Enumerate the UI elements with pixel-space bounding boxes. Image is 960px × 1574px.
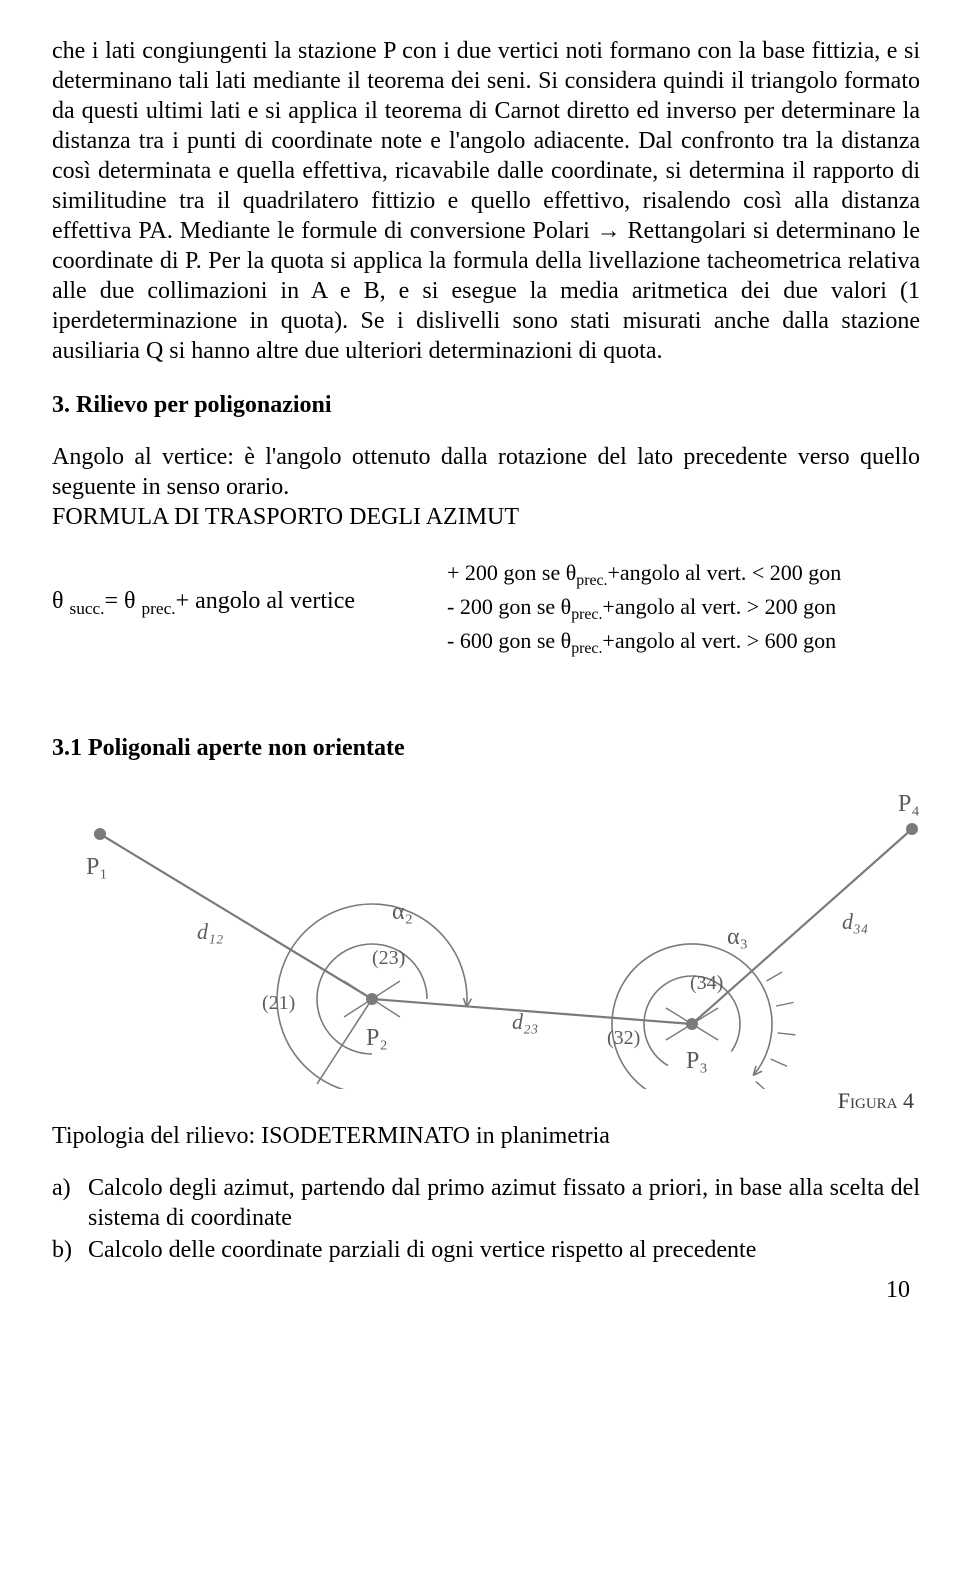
svg-text:P₃: P₃ <box>686 1048 708 1074</box>
page-number: 10 <box>52 1275 920 1305</box>
svg-text:P₁: P₁ <box>86 854 108 880</box>
azimuth-formula-block: θ succ.= θ prec.+ angolo al vertice + 20… <box>52 558 920 659</box>
angle-definition: Angolo al vertice: è l'angolo ottenuto d… <box>52 444 920 500</box>
svg-text:d₃₄: d₃₄ <box>842 909 868 934</box>
svg-text:α₂: α₂ <box>392 899 413 925</box>
formula-heading: FORMULA DI TRASPORTO DEGLI AZIMUT <box>52 504 519 530</box>
list-item-a: a) Calcolo degli azimut, partendo dal pr… <box>52 1173 920 1233</box>
case2-sub: prec. <box>571 606 602 623</box>
paragraph-1: che i lati congiungenti la stazione P co… <box>52 36 920 366</box>
svg-text:α₃: α₃ <box>727 924 748 950</box>
formula-right-side: + 200 gon se θprec.+angolo al vert. < 20… <box>447 558 920 659</box>
procedure-list: a) Calcolo degli azimut, partendo dal pr… <box>52 1173 920 1265</box>
equals-theta-prec: = θ <box>105 588 142 614</box>
svg-text:(34): (34) <box>690 972 723 994</box>
case3-post: +angolo al vert. > 600 gon <box>602 628 836 653</box>
case1-post: +angolo al vert. < 200 gon <box>607 560 841 585</box>
case3-sub: prec. <box>571 640 602 657</box>
list-b-text: Calcolo delle coordinate parziali di ogn… <box>88 1235 920 1265</box>
case2-pre: - 200 gon se θ <box>447 594 571 619</box>
svg-text:P₂: P₂ <box>366 1025 388 1051</box>
theta-succ-symbol: θ <box>52 588 70 614</box>
page-container: che i lati congiungenti la stazione P co… <box>0 0 960 1325</box>
subscript-succ: succ. <box>70 599 105 618</box>
svg-text:d₁₂: d₁₂ <box>197 919 224 944</box>
marker-a: a) <box>52 1173 88 1233</box>
subsection-3-1-title: 3.1 Poligonali aperte non orientate <box>52 733 920 763</box>
formula-left-side: θ succ.= θ prec.+ angolo al vertice <box>52 558 447 619</box>
svg-text:(21): (21) <box>262 992 295 1014</box>
case3-pre: - 600 gon se θ <box>447 628 571 653</box>
section-3-title: 3. Rilievo per poligonazioni <box>52 390 920 420</box>
case2-post: +angolo al vert. > 200 gon <box>602 594 836 619</box>
marker-b: b) <box>52 1235 88 1265</box>
figure-4-label: Figura 4 <box>52 1087 920 1115</box>
svg-text:(32): (32) <box>607 1027 640 1049</box>
subscript-prec: prec. <box>142 599 176 618</box>
case1-pre: + 200 gon se θ <box>447 560 576 585</box>
list-item-b: b) Calcolo delle coordinate parziali di … <box>52 1235 920 1265</box>
plus-angle-vertex: + angolo al vertice <box>176 588 355 614</box>
list-a-text: Calcolo degli azimut, partendo dal primo… <box>88 1173 920 1233</box>
svg-text:(23): (23) <box>372 947 405 969</box>
svg-text:P₄: P₄ <box>898 791 920 817</box>
polygonal-diagram: P₁ P₂ P₃ P₄ d₁₂ d₂₃ d₃₄ α₂ α₃ (21) (23) (32) (34) <box>42 769 942 1089</box>
svg-text:d₂₃: d₂₃ <box>512 1009 538 1034</box>
case1-sub: prec. <box>576 572 607 589</box>
survey-type-line: Tipologia del rilievo: ISODETERMINATO in… <box>52 1121 920 1151</box>
paragraph-2: Angolo al vertice: è l'angolo ottenuto d… <box>52 442 920 532</box>
